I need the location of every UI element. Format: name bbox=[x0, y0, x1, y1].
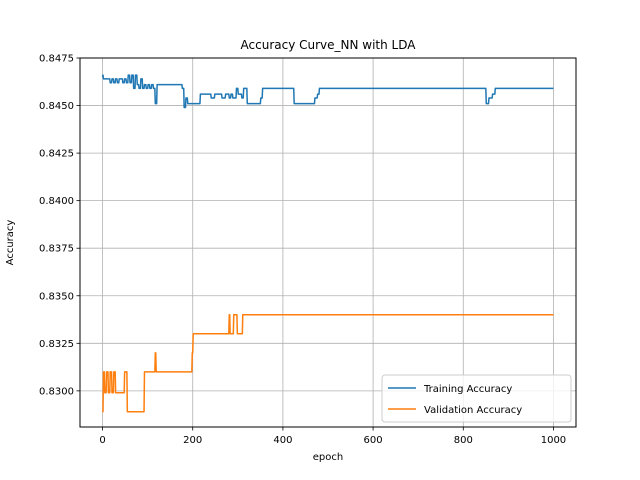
y-axis-title: Accuracy bbox=[5, 220, 16, 266]
axis-ticks: 0 200 400 600 800 1000 0.8300 0.8325 0.8350 0.837… bbox=[39, 54, 566, 447]
y-tick-label: 0.8425 bbox=[39, 149, 74, 160]
x-axis-title: epoch bbox=[313, 452, 343, 463]
y-tick-label: 0.8400 bbox=[39, 196, 74, 207]
y-tick-label: 0.8325 bbox=[39, 339, 74, 350]
x-tick-label: 400 bbox=[273, 435, 292, 446]
y-tick-label: 0.8450 bbox=[39, 101, 74, 112]
series-line-validation-accuracy bbox=[102, 314, 554, 413]
legend-box bbox=[381, 374, 572, 423]
x-tick-label: 600 bbox=[364, 435, 383, 446]
x-tick-label: 1000 bbox=[541, 435, 566, 446]
legend-label: Validation Accuracy bbox=[424, 405, 522, 416]
chart-title: Accuracy Curve_NN with LDA bbox=[241, 38, 417, 52]
x-tick-label: 200 bbox=[183, 435, 202, 446]
y-tick-label: 0.8300 bbox=[39, 386, 74, 397]
legend-label: Training Accuracy bbox=[423, 384, 512, 395]
y-tick-label: 0.8375 bbox=[39, 244, 74, 255]
plot-area-frame bbox=[79, 57, 577, 428]
y-tick-label: 0.8475 bbox=[39, 54, 74, 65]
series-lines bbox=[101, 74, 554, 413]
x-tick-label: 0 bbox=[99, 435, 105, 446]
series-line-training-accuracy bbox=[101, 74, 554, 109]
y-tick-label: 0.8350 bbox=[39, 291, 74, 302]
x-tick-label: 800 bbox=[454, 435, 473, 446]
legend: Training Accuracy Validation Accuracy bbox=[381, 374, 572, 423]
